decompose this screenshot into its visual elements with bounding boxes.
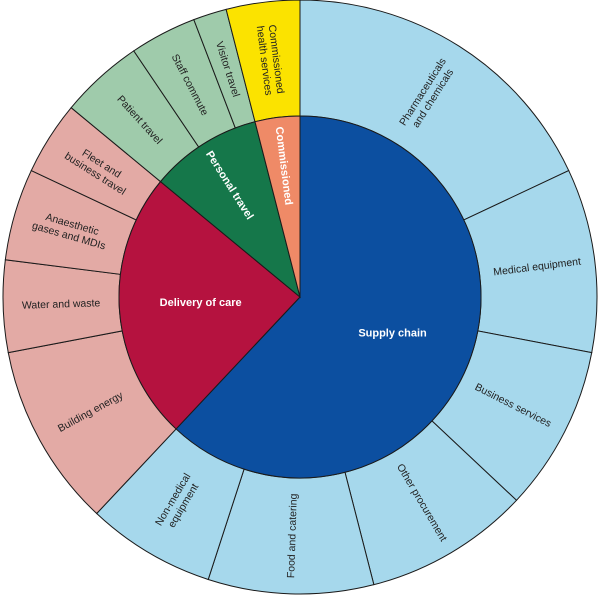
- inner-segment-commissioned: [254, 115, 301, 298]
- inner-segment-personal-travel: [159, 121, 301, 299]
- outer-label-water-and-waste: Water and waste: [22, 297, 101, 311]
- inner-label-supply-chain: Supply chain: [358, 328, 427, 340]
- outer-label-food-and-catering: Food and catering: [285, 493, 300, 578]
- inner-segment-supply-chain: [175, 115, 482, 479]
- inner-label-delivery-of-care: Delivery of care: [160, 297, 242, 309]
- inner-ring: [118, 115, 482, 479]
- inner-segment-delivery-of-care: [118, 180, 301, 430]
